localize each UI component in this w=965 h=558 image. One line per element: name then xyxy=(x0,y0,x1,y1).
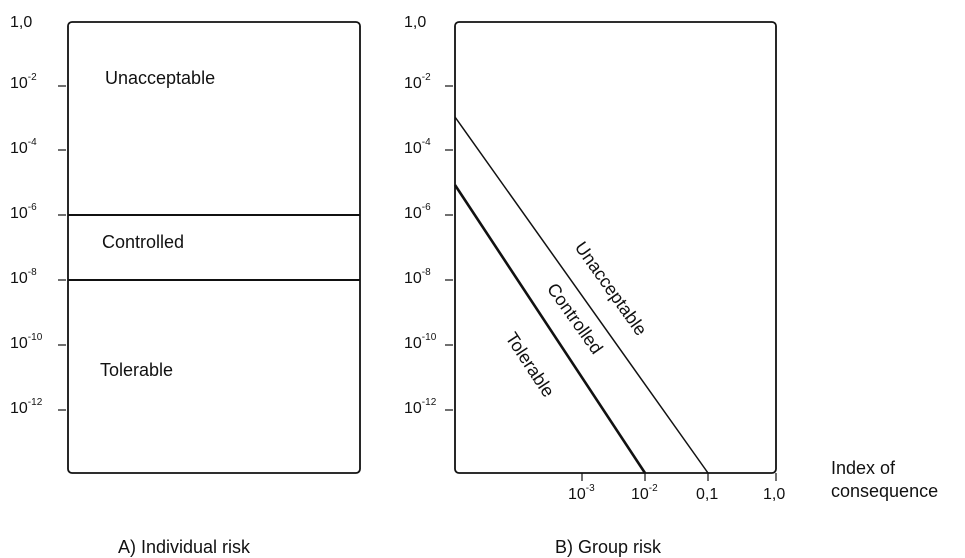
y-tick-label: 10-4 xyxy=(10,137,37,157)
panel-b-frame xyxy=(454,21,777,474)
panel-b-x-ticks: 10-3 10-2 0,1 1,0 xyxy=(568,473,785,503)
panel-a-caption: A) Individual risk xyxy=(118,537,251,557)
zone-label-controlled: Controlled xyxy=(102,232,184,252)
zone-label-unacceptable: Unacceptable xyxy=(105,68,215,88)
panel-a-y-ticks: 1,0 10-2 10-4 10-6 10-8 10-10 10-12 xyxy=(10,14,66,417)
zone-label-controlled: Controlled xyxy=(543,279,607,357)
boundary-unacceptable-controlled xyxy=(454,116,709,474)
x-tick-label: 0,1 xyxy=(696,486,718,503)
panel-a: 1,0 10-2 10-4 10-6 10-8 10-10 10-12 Unac… xyxy=(10,14,361,557)
x-tick-label: 10-2 xyxy=(631,483,658,503)
x-axis-label-line-2: consequence xyxy=(831,481,938,501)
y-tick-label: 10-10 xyxy=(10,332,43,352)
y-tick-label: 10-6 xyxy=(404,202,431,222)
y-tick-label: 10-4 xyxy=(404,137,431,157)
y-tick-label: 10-2 xyxy=(10,72,37,92)
x-tick-label: 1,0 xyxy=(763,486,785,503)
y-tick-label: 10-2 xyxy=(404,72,431,92)
y-tick-label: 10-12 xyxy=(404,397,437,417)
panel-b-y-ticks: 1,0 10-2 10-4 10-6 10-8 10-10 10-12 xyxy=(404,14,453,417)
x-tick-label: 10-3 xyxy=(568,483,595,503)
x-axis-label-line-1: Index of xyxy=(831,458,896,478)
boundary-controlled-tolerable xyxy=(453,184,647,474)
y-tick-label: 10-6 xyxy=(10,202,37,222)
y-tick-label: 10-12 xyxy=(10,397,43,417)
y-tick-label: 10-10 xyxy=(404,332,437,352)
y-tick-label: 1,0 xyxy=(404,14,426,31)
y-tick-label: 1,0 xyxy=(10,14,32,31)
panel-b: 1,0 10-2 10-4 10-6 10-8 10-10 10-12 10-3… xyxy=(404,14,938,557)
y-tick-label: 10-8 xyxy=(10,267,37,287)
zone-label-tolerable: Tolerable xyxy=(502,329,559,401)
zone-label-tolerable: Tolerable xyxy=(100,360,173,380)
panel-b-caption: B) Group risk xyxy=(555,537,662,557)
panel-a-frame xyxy=(67,21,361,474)
y-tick-label: 10-8 xyxy=(404,267,431,287)
